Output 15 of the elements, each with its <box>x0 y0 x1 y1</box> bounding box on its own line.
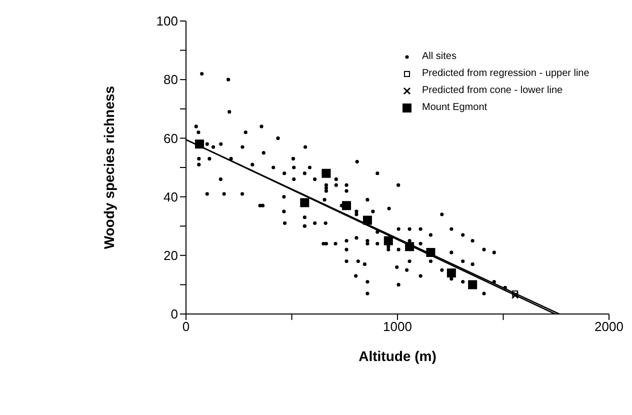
y-tick-label: 20 <box>164 248 178 264</box>
y-axis-title: Woody species richness <box>100 86 117 250</box>
y-tick-label: 100 <box>156 14 178 29</box>
y-tick-label: 40 <box>164 189 178 204</box>
y-tick-label: 80 <box>164 72 178 88</box>
legend-label: Predicted from cone - lower line <box>422 84 563 98</box>
legend-label: Predicted from regression - upper line <box>422 67 590 81</box>
y-tick-label: 60 <box>164 130 178 146</box>
x-tick-label: 0 <box>182 319 190 334</box>
x-tick-label: 1000 <box>383 319 412 334</box>
legend-label: Mount Egmont <box>422 101 488 115</box>
x-tick-label: 2000 <box>594 319 624 334</box>
y-tick-label: 0 <box>170 306 178 322</box>
x-axis-title: Altitude (m) <box>358 348 436 364</box>
legend-label: All sites <box>422 50 456 64</box>
